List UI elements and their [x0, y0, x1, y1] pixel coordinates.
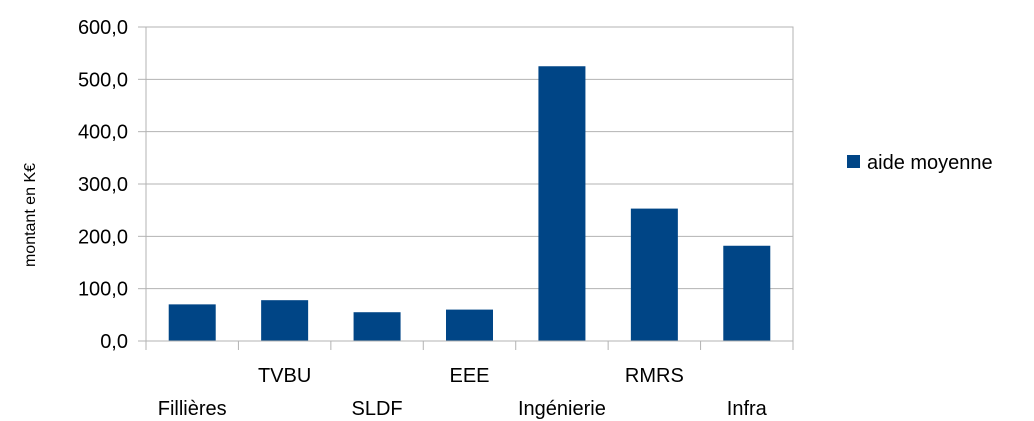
- axes: [138, 26, 794, 350]
- legend-label-aide-moyenne: aide moyenne: [867, 152, 993, 174]
- bar-0: [168, 304, 216, 341]
- x-tick-label: EEE: [449, 365, 489, 387]
- legend-swatch: [847, 155, 860, 168]
- y-axis-title: montant en K€: [22, 163, 39, 267]
- bar-4: [538, 66, 586, 341]
- x-tick-label: RMRS: [625, 365, 684, 387]
- legend: aide moyenne: [847, 152, 993, 174]
- x-tick-label: Ingénierie: [518, 398, 606, 420]
- bar-6: [723, 245, 771, 341]
- bar-1: [261, 300, 309, 341]
- x-tick-label: TVBU: [258, 365, 311, 387]
- gridlines: [146, 26, 793, 342]
- y-tick-label: 100,0: [78, 279, 128, 301]
- x-tick-labels: Fillières TVBU SLDF EEE Ingénierie RMRS Infra: [158, 365, 768, 420]
- y-tick-label: 300,0: [78, 174, 128, 196]
- bar-5: [630, 208, 678, 341]
- y-tick-label: 500,0: [78, 69, 128, 91]
- bar-2: [353, 312, 401, 341]
- bars: [168, 66, 771, 341]
- y-tick-label: 0,0: [100, 331, 128, 353]
- y-tick-label: 400,0: [78, 122, 128, 144]
- y-tick-labels: 0,0 100,0 200,0 300,0 400,0 500,0 600,0: [78, 17, 128, 353]
- x-tick-label: SLDF: [352, 398, 403, 420]
- y-tick-label: 600,0: [78, 17, 128, 39]
- x-tick-label: Infra: [727, 398, 768, 420]
- bar-3: [446, 309, 493, 341]
- plot-frame: [145, 26, 794, 342]
- x-tick-label: Fillières: [158, 398, 227, 420]
- y-tick-label: 200,0: [78, 226, 128, 248]
